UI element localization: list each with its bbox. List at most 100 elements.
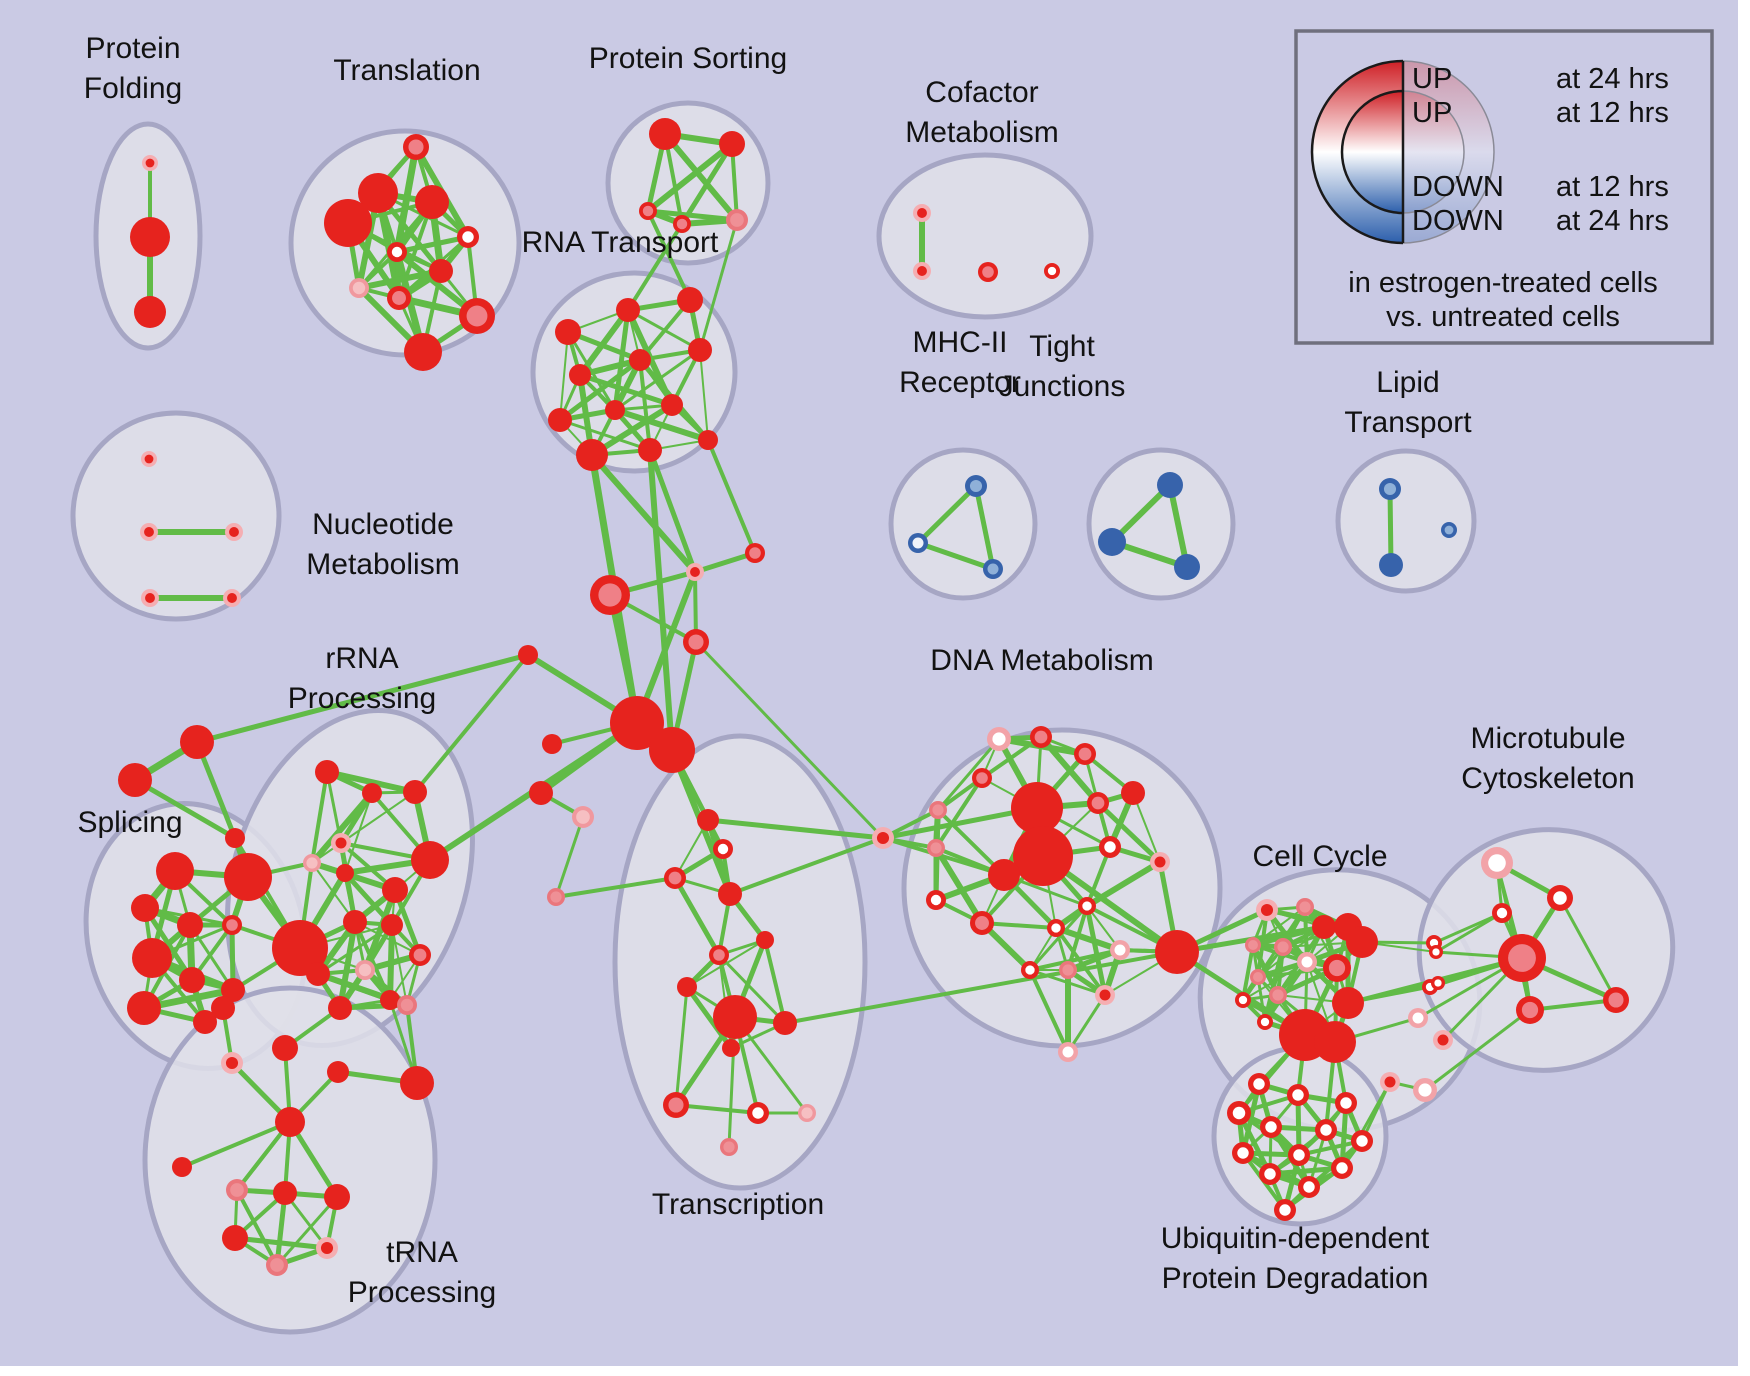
- node-ring: [272, 1035, 298, 1061]
- network-node-tl4: [324, 199, 372, 247]
- node-ring: [1157, 472, 1183, 498]
- cluster-ellipse-lipid-transport: [1335, 448, 1477, 594]
- cluster-label-translation: Translation: [333, 54, 480, 87]
- node-ring: [134, 296, 166, 328]
- network-node-ux1: [1380, 1072, 1400, 1092]
- network-node-tl6: [387, 242, 407, 262]
- network-node-ub4: [1227, 1101, 1251, 1125]
- network-node-rt6: [688, 338, 712, 362]
- node-core: [413, 948, 427, 962]
- node-core: [144, 454, 154, 464]
- node-ring: [1346, 926, 1378, 958]
- network-edge: [915, 483, 979, 546]
- network-edge: [694, 640, 885, 840]
- cluster-label-lipid-transport: Lipid: [1376, 366, 1439, 399]
- network-node-lt1: [1379, 478, 1401, 500]
- network-node-dm8: [1011, 782, 1063, 834]
- network-node-tc4: [718, 882, 742, 906]
- network-node-tc10: [722, 1039, 740, 1057]
- network-node-tl10: [459, 298, 495, 334]
- network-node-ps2: [719, 131, 745, 157]
- legend-caption: in estrogen-treated cells: [1348, 267, 1658, 299]
- network-edge: [698, 218, 739, 352]
- node-core: [1279, 1204, 1291, 1216]
- network-node-ub11: [1259, 1163, 1281, 1185]
- network-edge: [1084, 903, 1108, 998]
- cluster-label-ubiquitin-degradation: Ubiquitin-dependent: [1161, 1222, 1430, 1255]
- cluster-label-mhc-ii-receptor: Receptor: [899, 366, 1021, 399]
- node-ring: [343, 910, 367, 934]
- network-node-cc10: [1323, 954, 1351, 982]
- cluster-label-cell-cycle: Cell Cycle: [1252, 840, 1387, 873]
- node-core: [400, 998, 414, 1012]
- network-node-rr7: [336, 864, 354, 882]
- node-core: [1553, 891, 1567, 905]
- network-node-dm13: [988, 859, 1020, 891]
- network-node-tl2: [358, 173, 398, 213]
- network-node-tl7: [429, 259, 453, 283]
- network-node-wa3: [572, 806, 594, 828]
- node-core: [912, 537, 924, 549]
- network-edge: [554, 876, 677, 899]
- cluster-label-ubiquitin-degradation: Protein Degradation: [1162, 1262, 1429, 1295]
- network-node-tj3: [1174, 554, 1200, 580]
- network-edge: [274, 1190, 288, 1268]
- network-node-b1: [872, 827, 894, 849]
- node-core: [1260, 1017, 1270, 1027]
- network-node-dm7: [1121, 781, 1145, 805]
- network-edge: [980, 735, 1043, 780]
- network-node-rr6: [303, 854, 321, 872]
- network-node-nm5: [223, 589, 241, 607]
- node-ring: [773, 1011, 797, 1035]
- node-ring: [518, 645, 538, 665]
- network-node-t1: [180, 725, 214, 759]
- node-core: [992, 732, 1006, 746]
- network-node-tc13: [798, 1104, 816, 1122]
- node-ring: [1121, 781, 1145, 805]
- node-core: [1299, 901, 1311, 913]
- network-node-tn0: [211, 996, 235, 1020]
- legend-direction-label: UP: [1412, 97, 1452, 129]
- network-edge: [728, 836, 885, 896]
- network-edge: [391, 924, 408, 1006]
- cluster-label-tight-junctions: Tight: [1029, 330, 1095, 363]
- network-node-dm11: [1099, 836, 1121, 858]
- node-core: [598, 583, 622, 607]
- network-edge: [672, 875, 722, 958]
- node-core: [230, 1183, 244, 1197]
- network-node-tl1: [403, 134, 429, 160]
- node-core: [982, 266, 994, 278]
- node-core: [1444, 525, 1454, 535]
- network-node-rt5: [629, 349, 651, 371]
- network-node-mh1: [965, 475, 987, 497]
- network-node-rr4: [411, 841, 449, 879]
- network-node-tc12: [747, 1102, 769, 1124]
- network-node-dm14: [926, 890, 946, 910]
- network-node-dm20: [1021, 961, 1039, 979]
- node-ring: [713, 995, 757, 1039]
- network-edge: [316, 923, 394, 976]
- node-core: [1293, 1149, 1305, 1161]
- network-node-tj2: [1098, 528, 1126, 556]
- node-core: [917, 266, 927, 276]
- network-edge: [613, 348, 702, 412]
- node-ring: [272, 920, 328, 976]
- node-core: [1521, 1001, 1539, 1019]
- network-node-dm6: [1087, 792, 1109, 814]
- cluster-label-lipid-transport: Transport: [1344, 406, 1472, 439]
- network-node-cc19: [1408, 1008, 1428, 1028]
- node-core: [1237, 1147, 1249, 1159]
- cluster-label-protein-folding: Folding: [84, 72, 182, 105]
- network-node-lt3: [1379, 553, 1403, 577]
- node-core: [717, 843, 729, 855]
- node-core: [690, 567, 700, 577]
- network-node-sp10: [193, 1010, 217, 1034]
- node-core: [335, 837, 347, 849]
- network-node-mt6: [1516, 996, 1544, 1024]
- cluster-label-mhc-ii-receptor: MHC-II: [913, 326, 1008, 359]
- network-node-tn11: [316, 1237, 338, 1259]
- node-core: [976, 772, 988, 784]
- cluster-ellipse-nucleotide-metabolism: [70, 410, 282, 622]
- network-node-rr11: [272, 920, 328, 976]
- network-edge: [558, 418, 652, 452]
